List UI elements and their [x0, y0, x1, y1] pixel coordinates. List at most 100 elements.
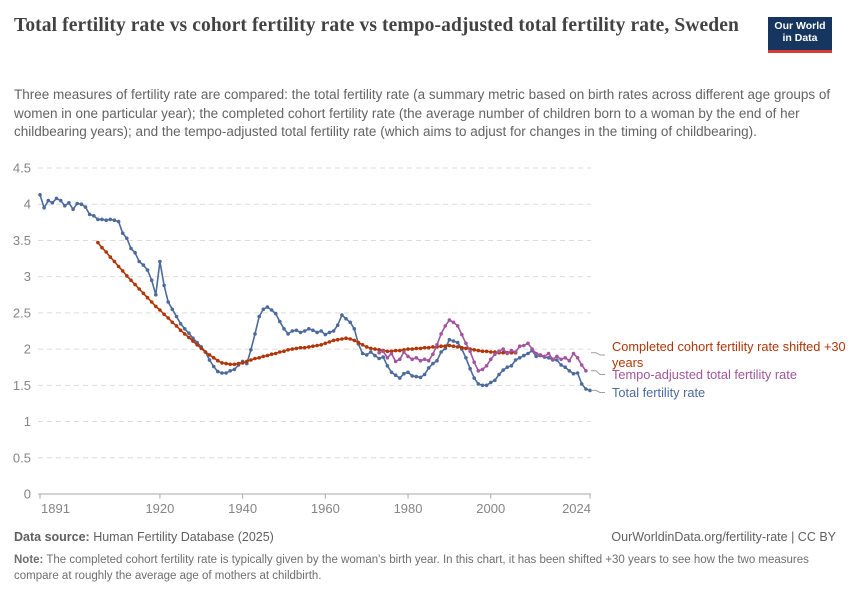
series-point-total-fertility-rate [315, 330, 319, 335]
series-point-tempo-adjusted-total-fertility-rate [538, 353, 543, 357]
series-point-total-fertility-rate [71, 207, 75, 212]
series-point-completed-cohort-fertility-rate-shifted-30-years [302, 345, 307, 350]
series-point-total-fertility-rate [129, 246, 133, 251]
series-point-total-fertility-rate [455, 340, 460, 345]
series-point-total-fertility-rate [348, 320, 353, 325]
y-axis-tick-label: 2.5 [13, 305, 31, 320]
series-point-total-fertility-rate [476, 382, 481, 386]
series-point-completed-cohort-fertility-rate-shifted-30-years [331, 338, 336, 343]
series-point-total-fertility-rate [480, 383, 485, 388]
series-point-completed-cohort-fertility-rate-shifted-30-years [207, 353, 212, 357]
series-point-tempo-adjusted-total-fertility-rate [567, 358, 572, 363]
y-axis-tick-label: 3 [24, 269, 31, 284]
x-axis-tick-label: 2024 [562, 501, 591, 516]
series-point-total-fertility-rate [42, 206, 46, 210]
series-point-total-fertility-rate [513, 358, 518, 362]
series-point-total-fertility-rate [166, 300, 170, 304]
series-point-completed-cohort-fertility-rate-shifted-30-years [426, 345, 431, 350]
y-axis-tick-label: 4 [24, 197, 31, 212]
series-point-tempo-adjusted-total-fertility-rate [551, 357, 555, 362]
series-point-completed-cohort-fertility-rate-shifted-30-years [385, 349, 390, 354]
series-point-completed-cohort-fertility-rate-shifted-30-years [178, 328, 183, 333]
series-point-tempo-adjusted-total-fertility-rate [522, 343, 526, 348]
series-point-total-fertility-rate [493, 378, 497, 383]
data-source: Data source: Human Fertility Database (2… [14, 530, 274, 544]
series-point-completed-cohort-fertility-rate-shifted-30-years [191, 339, 195, 343]
legend-item-completed-cohort-fertility-rate: Completed cohort fertility rate shifted … [612, 339, 846, 370]
series-point-tempo-adjusted-total-fertility-rate [489, 357, 493, 362]
x-axis-tick-label: 1980 [394, 501, 423, 516]
series-point-total-fertility-rate [224, 371, 228, 375]
series-point-completed-cohort-fertility-rate-shifted-30-years [125, 274, 129, 278]
series-point-total-fertility-rate [319, 329, 324, 333]
series-point-completed-cohort-fertility-rate-shifted-30-years [137, 287, 141, 291]
series-point-completed-cohort-fertility-rate-shifted-30-years [319, 343, 324, 347]
series-point-completed-cohort-fertility-rate-shifted-30-years [195, 343, 199, 347]
series-point-tempo-adjusted-total-fertility-rate [381, 349, 386, 354]
series-point-completed-cohort-fertility-rate-shifted-30-years [439, 344, 443, 348]
series-point-total-fertility-rate [174, 314, 179, 319]
series-point-total-fertility-rate [282, 327, 286, 331]
series-point-total-fertility-rate [505, 365, 510, 369]
series-point-tempo-adjusted-total-fertility-rate [443, 324, 448, 328]
series-point-tempo-adjusted-total-fertility-rate [559, 357, 563, 362]
series-point-total-fertility-rate [422, 372, 427, 377]
note-label: Note: [14, 554, 44, 566]
series-point-total-fertility-rate [352, 327, 357, 331]
series-point-total-fertility-rate [83, 205, 88, 209]
series-point-completed-cohort-fertility-rate-shifted-30-years [480, 349, 485, 354]
series-point-completed-cohort-fertility-rate-shifted-30-years [298, 345, 303, 350]
series-point-total-fertility-rate [526, 351, 530, 356]
series-point-total-fertility-rate [253, 332, 257, 336]
series-point-completed-cohort-fertility-rate-shifted-30-years [327, 340, 332, 344]
y-axis-tick-label: 4.5 [13, 161, 31, 176]
series-point-total-fertility-rate [439, 350, 443, 354]
series-point-tempo-adjusted-total-fertility-rate [460, 332, 464, 337]
series-point-total-fertility-rate [50, 201, 55, 205]
series-point-tempo-adjusted-total-fertility-rate [418, 358, 423, 363]
series-point-completed-cohort-fertility-rate-shifted-30-years [335, 337, 340, 342]
series-point-completed-cohort-fertility-rate-shifted-30-years [418, 346, 423, 351]
series-point-total-fertility-rate [120, 231, 125, 235]
x-axis-tick-label: 1920 [145, 501, 174, 516]
series-point-completed-cohort-fertility-rate-shifted-30-years [116, 264, 121, 269]
series-point-completed-cohort-fertility-rate-shifted-30-years [166, 316, 170, 320]
x-axis-tick-label: 1960 [311, 501, 340, 516]
series-point-total-fertility-rate [63, 203, 67, 208]
series-point-total-fertility-rate [92, 214, 96, 218]
series-point-completed-cohort-fertility-rate-shifted-30-years [377, 348, 381, 352]
series-point-total-fertility-rate [216, 369, 220, 374]
footer-note: Note: The completed cohort fertility rat… [14, 552, 832, 584]
series-point-completed-cohort-fertility-rate-shifted-30-years [129, 278, 133, 283]
series-point-tempo-adjusted-total-fertility-rate [480, 367, 485, 372]
series-point-completed-cohort-fertility-rate-shifted-30-years [484, 349, 489, 354]
series-point-completed-cohort-fertility-rate-shifted-30-years [199, 346, 204, 351]
series-point-total-fertility-rate [108, 217, 113, 222]
series-point-total-fertility-rate [187, 331, 191, 335]
series-point-completed-cohort-fertility-rate-shifted-30-years [203, 350, 208, 354]
series-point-total-fertility-rate [112, 218, 117, 222]
x-axis-tick-label: 2000 [476, 501, 505, 516]
series-point-completed-cohort-fertility-rate-shifted-30-years [464, 346, 468, 351]
series-point-completed-cohort-fertility-rate-shifted-30-years [120, 269, 125, 273]
series-point-tempo-adjusted-total-fertility-rate [530, 347, 534, 351]
series-point-total-fertility-rate [468, 366, 472, 371]
series-point-total-fertility-rate [298, 330, 303, 335]
series-point-completed-cohort-fertility-rate-shifted-30-years [162, 312, 166, 317]
owid-logo: Our World in Data [768, 17, 832, 53]
series-point-tempo-adjusted-total-fertility-rate [584, 369, 588, 373]
series-point-tempo-adjusted-total-fertility-rate [422, 357, 427, 362]
series-point-total-fertility-rate [584, 387, 588, 391]
series-point-total-fertility-rate [534, 354, 538, 359]
series-point-completed-cohort-fertility-rate-shifted-30-years [257, 356, 262, 360]
series-point-total-fertility-rate [46, 198, 51, 203]
chart-subtitle: Three measures of fertility rate are com… [14, 87, 831, 139]
series-point-tempo-adjusted-total-fertility-rate [484, 364, 489, 368]
series-point-completed-cohort-fertility-rate-shifted-30-years [455, 345, 460, 349]
series-point-tempo-adjusted-total-fertility-rate [385, 356, 390, 360]
series-point-completed-cohort-fertility-rate-shifted-30-years [315, 343, 319, 348]
series-point-completed-cohort-fertility-rate-shifted-30-years [174, 324, 179, 328]
series-point-completed-cohort-fertility-rate-shifted-30-years [489, 350, 493, 354]
series-point-completed-cohort-fertility-rate-shifted-30-years [170, 320, 175, 325]
y-axis-tick-label: 3.5 [13, 233, 31, 248]
